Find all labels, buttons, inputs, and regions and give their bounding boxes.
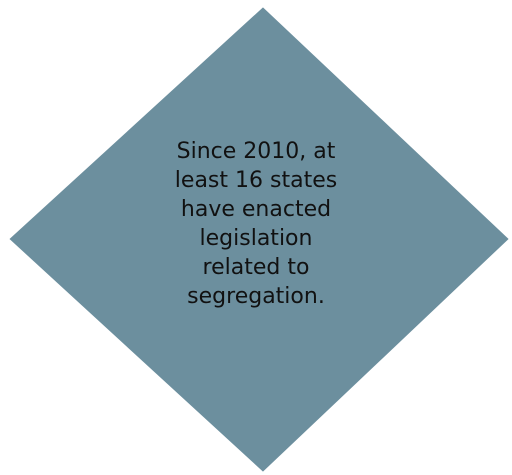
- caption-line-3: have enacted: [180, 197, 332, 222]
- caption-line-4: legislation: [199, 226, 313, 251]
- diamond-background: [6, 4, 512, 475]
- diamond-caption: Since 2010, at least 16 states have enac…: [156, 137, 356, 311]
- caption-line-1: Since 2010, at: [176, 139, 336, 164]
- caption-line-6: segregation.: [187, 284, 325, 309]
- caption-line-5: related to: [202, 255, 310, 280]
- caption-line-2: least 16 states: [174, 168, 338, 193]
